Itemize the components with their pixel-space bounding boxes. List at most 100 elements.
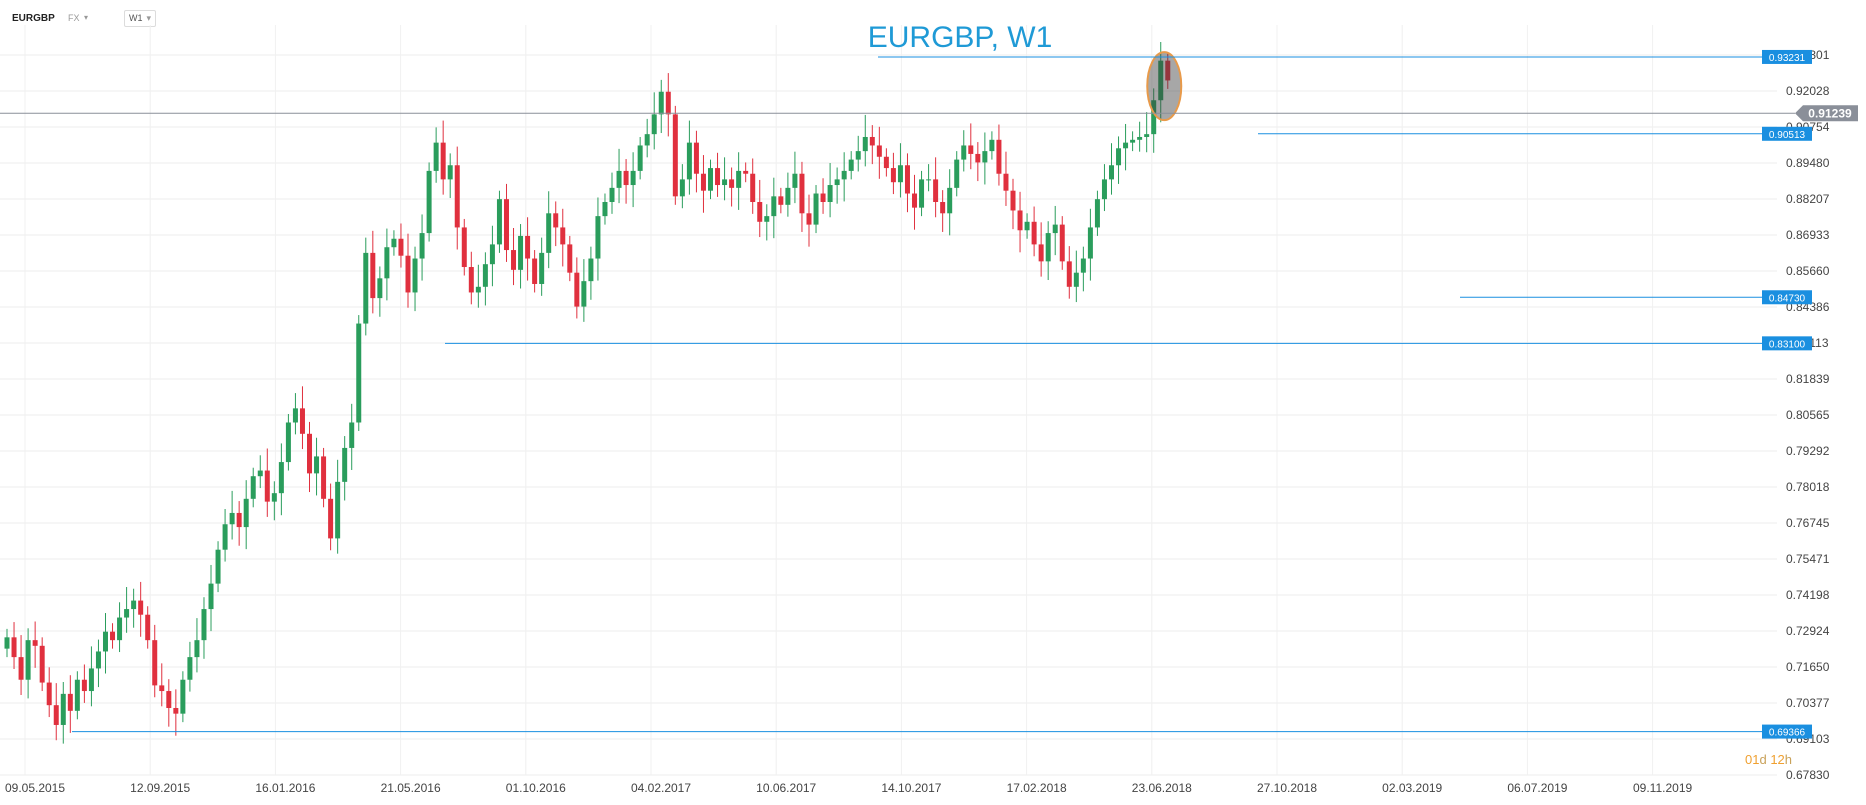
- y-tick-label: 0.75471: [1786, 552, 1830, 566]
- price-level-tag: [1762, 126, 1812, 141]
- candle-bearish: [532, 258, 538, 284]
- timeframe-select[interactable]: W1 ▾: [124, 10, 157, 27]
- candle-bullish: [124, 609, 130, 618]
- candle-bullish: [954, 159, 960, 188]
- candle-bullish: [447, 165, 453, 180]
- x-tick-label: 12.09.2015: [130, 781, 190, 795]
- chart-toolbar: EURGBP FX ▾ W1 ▾: [0, 0, 1866, 34]
- candle-bearish: [138, 600, 144, 615]
- candle-bearish: [743, 170, 749, 174]
- candle-bearish: [757, 201, 763, 222]
- current-price-value: 0.91239: [1808, 106, 1852, 120]
- candle-bullish: [250, 476, 256, 499]
- candle-bullish: [131, 600, 137, 610]
- candle-bullish: [848, 159, 854, 171]
- candle-bearish: [883, 156, 889, 169]
- candle-bearish: [912, 193, 918, 208]
- candle-bullish: [947, 187, 953, 214]
- x-tick-label: 09.05.2015: [5, 781, 65, 795]
- candle-bearish: [700, 173, 706, 191]
- candle-bullish: [982, 151, 988, 163]
- candle-bearish: [1003, 173, 1009, 191]
- x-tick-label: 02.03.2019: [1382, 781, 1442, 795]
- candle-bearish: [996, 139, 1002, 174]
- candle-bearish: [693, 142, 699, 174]
- candle-bullish: [201, 609, 207, 641]
- candle-bearish: [1038, 244, 1044, 262]
- candle-bearish: [1165, 60, 1171, 81]
- candle-bearish: [152, 640, 158, 686]
- candle-bullish: [834, 179, 840, 186]
- y-tick-label: 0.72924: [1786, 624, 1830, 638]
- candle-bullish: [658, 91, 664, 115]
- candle-bullish: [208, 583, 214, 610]
- candle-bullish: [278, 462, 284, 494]
- candle-bearish: [904, 165, 910, 194]
- candle-bearish: [1010, 190, 1016, 211]
- y-tick-label: 0.88207: [1786, 192, 1830, 206]
- highlight-ellipse: [1146, 51, 1183, 122]
- instrument-type-label: FX: [68, 13, 80, 23]
- candle-bearish: [32, 640, 38, 646]
- candle-bullish: [1158, 60, 1164, 101]
- candle-bullish: [546, 213, 552, 253]
- candle-bearish: [820, 193, 826, 202]
- candle-bearish: [159, 685, 165, 692]
- candle-bearish: [11, 637, 17, 658]
- candle-bearish: [525, 235, 531, 259]
- candle-bearish: [1031, 221, 1037, 245]
- y-tick-label: 0.86933: [1786, 228, 1830, 242]
- candle-bearish: [398, 238, 404, 256]
- x-tick-label: 06.07.2019: [1507, 781, 1567, 795]
- candle-bullish: [433, 142, 439, 171]
- y-tick-label: 0.80565: [1786, 408, 1830, 422]
- candle-bearish: [665, 91, 671, 115]
- candle-bearish: [53, 705, 59, 725]
- candle-bullish: [1130, 139, 1136, 143]
- y-tick-label: 0.92028: [1786, 84, 1830, 98]
- candle-bearish: [933, 179, 939, 202]
- candle-bearish: [67, 693, 73, 711]
- x-tick-label: 09.11.2019: [1633, 781, 1692, 795]
- candle-bullish: [292, 408, 298, 423]
- candle-bearish: [454, 165, 460, 228]
- y-tick-label: 0.67830: [1786, 768, 1830, 782]
- candle-bullish: [489, 244, 495, 265]
- candle-bearish: [46, 682, 52, 706]
- candle-bullish: [651, 114, 657, 135]
- y-tick-label: 0.70377: [1786, 696, 1830, 710]
- x-tick-label: 10.06.2017: [756, 781, 816, 795]
- y-tick-label: 0.76745: [1786, 516, 1830, 530]
- candle-bullish: [1116, 148, 1122, 166]
- candle-bearish: [574, 272, 580, 307]
- candle-bullish: [475, 286, 481, 293]
- candle-bullish: [1080, 258, 1086, 273]
- candle-bullish: [785, 187, 791, 205]
- candle-bullish: [187, 657, 193, 680]
- candle-bullish: [855, 151, 861, 160]
- chevron-down-icon[interactable]: ▾: [84, 13, 89, 22]
- candle-bullish: [595, 216, 601, 259]
- timeframe-value: W1: [129, 13, 143, 23]
- candle-bullish: [243, 498, 249, 528]
- candle-bullish: [257, 470, 263, 477]
- candle-bullish: [1024, 221, 1030, 231]
- candle-bullish: [792, 173, 798, 188]
- candle-bearish: [370, 252, 376, 299]
- price-level-value: 0.84730: [1769, 293, 1806, 304]
- candle-bearish: [623, 170, 629, 186]
- candle-bullish: [1087, 227, 1093, 259]
- candle-bullish: [644, 134, 650, 146]
- candle-bearish: [729, 179, 735, 188]
- candle-bullish: [1123, 142, 1129, 149]
- candle-bearish: [81, 679, 87, 692]
- candle-bearish: [264, 470, 270, 502]
- price-level-value: 0.93231: [1769, 53, 1806, 64]
- chevron-down-icon: ▾: [146, 13, 152, 23]
- candle-bullish: [630, 170, 636, 186]
- candle-bearish: [1017, 210, 1023, 231]
- candle-bullish: [518, 235, 524, 270]
- candle-bearish: [321, 456, 327, 499]
- candle-bearish: [328, 498, 334, 539]
